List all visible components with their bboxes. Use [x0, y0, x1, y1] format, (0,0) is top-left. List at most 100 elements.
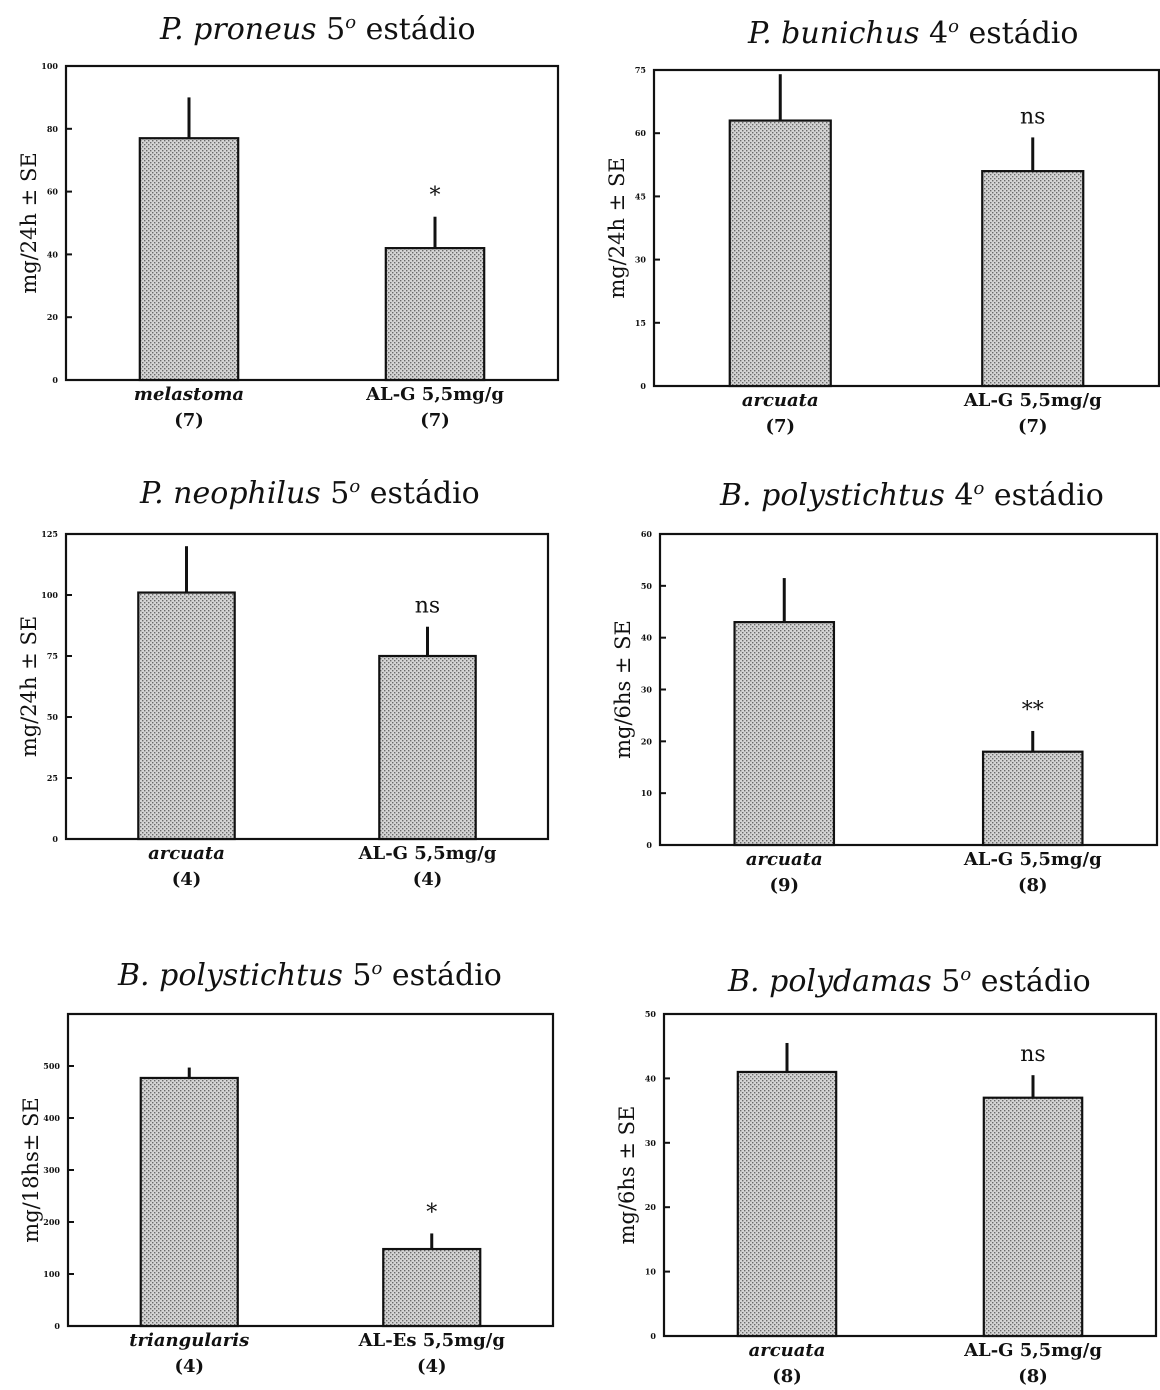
y-axis-label: mg/6hs ± SE: [615, 1106, 639, 1245]
panel-title: B. polystichtus 5o estádio: [118, 958, 502, 993]
plot-frame: [64, 532, 550, 841]
y-axis-label: mg/18hs± SE: [19, 1097, 43, 1242]
sample-size-label: (7): [174, 410, 204, 431]
y-tick-label: 50: [645, 1009, 657, 1019]
title-species: P. neophilus: [140, 476, 321, 511]
significance-label: ns: [1020, 1042, 1045, 1067]
bar-chart-p-bunichus: 0 15 30 45 60 75 mg/24h ± SE arcuata (7) ns AL-G 5…: [605, 65, 1160, 437]
bar-chart-p-neophilus: 0 25 50 75 100 125 mg/24h ± SE arcuata (4) ns AL-G…: [17, 529, 550, 890]
title-species: P. proneus: [160, 12, 317, 47]
bar: [736, 1070, 838, 1338]
y-tick-label: 10: [641, 788, 653, 798]
panel-title: B. polystichtus 4o estádio: [720, 478, 1104, 513]
title-stage-number: 5: [330, 476, 350, 511]
y-tick-label: 50: [47, 712, 59, 722]
title-stage-number: 5: [352, 958, 372, 993]
y-tick-label: 15: [635, 318, 646, 328]
sample-size-label: (4): [417, 1356, 447, 1377]
y-tick-label: 0: [52, 834, 58, 844]
sample-size-label: (7): [765, 416, 795, 437]
sample-size-label: (4): [413, 869, 443, 890]
significance-label: *: [426, 1200, 437, 1225]
y-tick-label: 60: [635, 128, 647, 138]
y-tick-label: 45: [635, 191, 646, 201]
category-label: AL-G 5,5mg/g: [963, 1340, 1102, 1361]
y-axis-label: mg/6hs ± SE: [611, 620, 635, 759]
category-label: arcuata: [742, 390, 819, 411]
plot-frame: [662, 1012, 1158, 1338]
bar: [733, 621, 836, 847]
y-tick-label: 0: [646, 840, 652, 850]
y-tick-label: 50: [641, 581, 653, 591]
plot-frame: [64, 64, 560, 382]
bar: [982, 1096, 1084, 1338]
panel-p-neophilus: P. neophilus 5o estádio 0 25 50 75 100 125 mg/…: [0, 462, 580, 912]
title-stage-number: 4: [929, 16, 949, 51]
significance-label: *: [430, 184, 441, 209]
y-tick-label: 20: [641, 736, 653, 746]
title-species: P. bunichus: [748, 16, 920, 51]
panel-b-polystichtus-4: B. polystichtus 4o estádio 0 10 20 30 40 50 60…: [580, 462, 1160, 912]
panel-title: B. polydamas 5o estádio: [728, 964, 1091, 999]
y-tick-label: 200: [43, 1217, 60, 1227]
title-stage-number: 4: [954, 478, 974, 513]
y-tick-label: 25: [47, 773, 58, 783]
bar: [139, 1076, 239, 1328]
y-tick-label: 60: [641, 529, 653, 539]
y-axis-label: mg/24h ± SE: [17, 152, 41, 293]
y-tick-label: 40: [641, 633, 653, 643]
sample-size-label: (8): [1018, 875, 1048, 896]
title-stage-word: estádio: [980, 964, 1091, 999]
sample-size-label: (4): [174, 1356, 204, 1377]
panel-p-bunichus: P. bunichus 4o estádio 0 15 30 45 60 75 mg/24h…: [580, 0, 1160, 450]
bar-chart-p-proneus: 0 20 40 60 80 100 mg/24h ± SE melastoma (7) * AL-G…: [17, 61, 560, 431]
category-label: AL-G 5,5mg/g: [365, 384, 504, 405]
y-tick-label: 0: [52, 375, 58, 385]
bar-chart-b-polydamas: 0 10 20 30 40 50 mg/6hs ± SE arcuata (8) ns AL-G 5…: [615, 1009, 1158, 1387]
panel-title: P. bunichus 4o estádio: [748, 16, 1078, 51]
bar-chart-b-polystichtus-4: 0 10 20 30 40 50 60 mg/6hs ± SE arcuata (9) ** AL-G…: [611, 529, 1159, 896]
y-tick-label: 75: [47, 651, 58, 661]
title-degree: o: [345, 12, 357, 33]
y-tick-label: 0: [54, 1321, 60, 1331]
category-label: arcuata: [148, 843, 225, 864]
sample-size-label: (7): [420, 410, 450, 431]
category-label: melastoma: [134, 384, 244, 405]
title-stage-word: estádio: [365, 12, 476, 47]
y-tick-label: 80: [47, 124, 59, 134]
bar-chart-b-polystichtus-5: 0 100 200 300 400 500 mg/18hs± SE triangularis (…: [19, 1012, 555, 1377]
significance-label: **: [1022, 698, 1044, 723]
title-stage-number: 5: [326, 12, 346, 47]
y-tick-label: 400: [43, 1113, 60, 1123]
plot-frame: [652, 68, 1160, 388]
category-label: triangularis: [129, 1330, 249, 1351]
y-tick-label: 30: [645, 1138, 657, 1148]
title-stage-word: estádio: [968, 16, 1079, 51]
category-label: AL-G 5,5mg/g: [358, 843, 497, 864]
significance-label: ns: [415, 594, 440, 619]
bar: [981, 750, 1084, 847]
panel-b-polystichtus-5: B. polystichtus 5o estádio 0 100 200 300 400…: [0, 946, 580, 1386]
bar: [728, 119, 832, 388]
title-degree: o: [960, 964, 972, 985]
category-label: arcuata: [746, 849, 823, 870]
panel-b-polydamas: B. polydamas 5o estádio 0 10 20 30 40 50 mg/6h…: [580, 946, 1160, 1387]
y-tick-label: 20: [645, 1202, 657, 1212]
panel-p-proneus: P. proneus 5o estádio 0 20 40 60 80 100 mg/24h…: [0, 0, 580, 450]
bar: [138, 137, 240, 382]
y-tick-label: 0: [640, 381, 646, 391]
y-tick-label: 100: [43, 1269, 60, 1279]
sample-size-label: (8): [772, 1366, 802, 1386]
title-stage-word: estádio: [993, 478, 1104, 513]
panel-title: P. proneus 5o estádio: [160, 12, 476, 47]
y-tick-label: 125: [41, 529, 58, 539]
title-stage-number: 5: [941, 964, 961, 999]
title-stage-word: estádio: [391, 958, 502, 993]
y-tick-label: 60: [47, 187, 59, 197]
bar: [378, 654, 477, 841]
category-label: arcuata: [749, 1340, 826, 1361]
y-tick-label: 40: [47, 249, 59, 259]
title-degree: o: [371, 958, 383, 979]
category-label: AL-G 5,5mg/g: [963, 390, 1102, 411]
y-tick-label: 20: [47, 312, 59, 322]
